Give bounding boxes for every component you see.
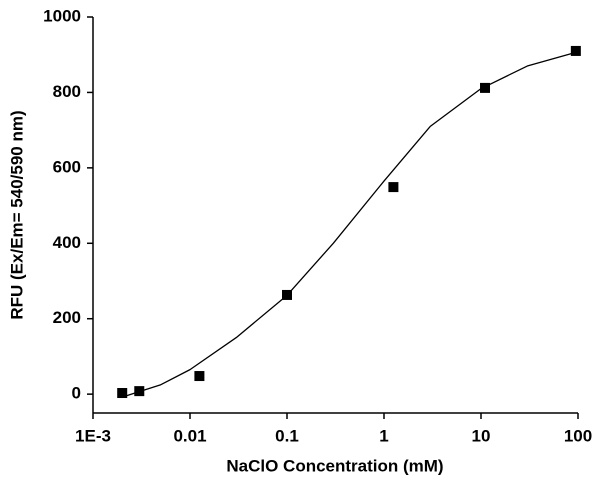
fit-curve (122, 51, 579, 398)
data-point (194, 371, 205, 382)
x-tick-label: 1 (379, 426, 388, 445)
x-tick-label: 100 (564, 426, 592, 445)
y-axis-label: RFU (Ex/Em= 540/590 nm) (7, 110, 26, 319)
y-tick-label: 1000 (43, 6, 81, 25)
data-point (480, 82, 491, 93)
data-point (388, 182, 399, 193)
data-point (570, 45, 581, 56)
x-tick-label: 0.01 (173, 426, 206, 445)
data-point (117, 388, 128, 399)
y-tick-label: 800 (53, 82, 81, 101)
y-tick-label: 400 (53, 233, 81, 252)
x-tick-label: 0.1 (275, 426, 299, 445)
y-tick-label: 200 (53, 308, 81, 327)
x-tick-label: 10 (472, 426, 491, 445)
x-tick-label: 1E-3 (75, 426, 111, 445)
x-axis-label: NaClO Concentration (mM) (226, 456, 443, 475)
y-tick-label: 0 (72, 384, 81, 403)
y-tick-label: 600 (53, 157, 81, 176)
